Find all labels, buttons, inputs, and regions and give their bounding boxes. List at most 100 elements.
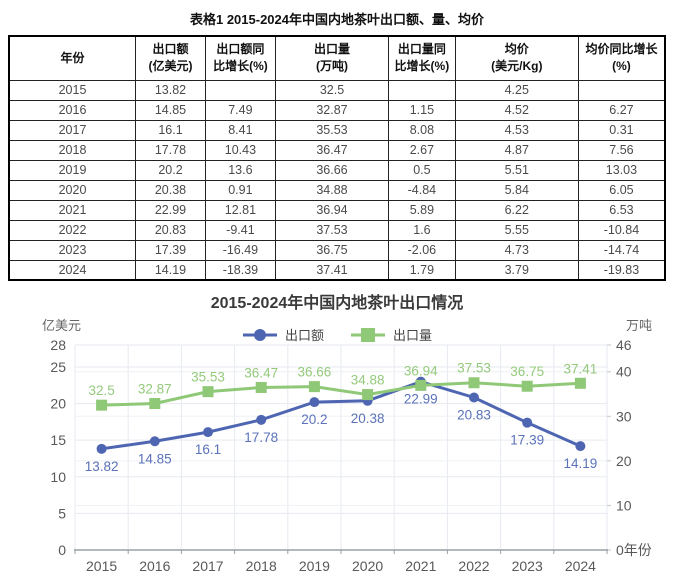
chart-title: 2015-2024年中国内地茶叶出口情况 — [210, 295, 464, 313]
table-row: 2019 20.2 13.6 36.66 0.5 5.51 13.03 — [8, 159, 666, 181]
table-cell: 2016 — [8, 99, 137, 121]
data-point — [149, 398, 161, 410]
legend-item-export-value[interactable]: 出口额 — [242, 325, 324, 344]
table-cell: 16.1 — [135, 119, 206, 141]
data-point — [203, 427, 213, 438]
x-axis-year-label: 2022 — [458, 558, 489, 574]
left-axis-tick-label: 5 — [58, 506, 66, 522]
table-cell: 37.53 — [274, 219, 390, 241]
table-cell: 0.31 — [577, 119, 666, 141]
header-cell: 均价同比增长 (%) — [577, 35, 666, 81]
table-cell: -9.41 — [204, 219, 276, 241]
table-cell: 35.53 — [274, 119, 390, 141]
table-cell: 5.89 — [388, 199, 456, 221]
table-row: 2023 17.39 -16.49 36.75 -2.06 4.73 -14.74 — [8, 239, 666, 261]
table-row: 2020 20.38 0.91 34.88 -4.84 5.84 6.05 — [8, 179, 666, 201]
table-cell: 36.66 — [274, 159, 390, 181]
table-cell: 0.91 — [204, 179, 276, 201]
data-label: 36.94 — [404, 364, 438, 379]
table-row: 2022 20.83 -9.41 37.53 1.6 5.55 -10.84 — [8, 219, 666, 241]
data-label: 20.83 — [457, 408, 491, 423]
x-axis-year-label: 2017 — [192, 558, 223, 574]
table-row: 2024 14.19 -18.39 37.41 1.79 3.79 -19.83 — [8, 259, 666, 281]
table-cell: 4.52 — [454, 99, 579, 121]
table-row: 2018 17.78 10.43 36.47 2.67 4.87 7.56 — [8, 139, 666, 161]
data-label: 32.5 — [88, 383, 114, 398]
header-cell: 均价 (美元/Kg) — [454, 35, 579, 81]
table-cell: 2.67 — [388, 139, 456, 161]
table-cell: 2019 — [8, 159, 137, 181]
left-axis-tick-label: 25 — [50, 359, 66, 375]
table-cell: 14.19 — [135, 259, 206, 281]
data-point — [308, 381, 320, 393]
right-axis-tick-label: 0年份 — [616, 542, 652, 558]
table-cell: 1.79 — [388, 259, 456, 281]
data-label: 37.41 — [564, 362, 598, 377]
table-cell: 7.56 — [577, 139, 666, 161]
table-cell: 36.94 — [274, 199, 390, 221]
table-cell: 12.81 — [204, 199, 276, 221]
legend-label: 出口量 — [393, 328, 433, 344]
table-cell: -14.74 — [577, 239, 666, 261]
data-point — [256, 415, 267, 426]
table-cell: 4.53 — [454, 119, 579, 141]
data-label: 20.2 — [301, 412, 327, 427]
table-cell: -4.84 — [388, 179, 456, 201]
data-label: 34.88 — [351, 373, 385, 388]
table-cell: -10.84 — [577, 219, 666, 241]
data-point — [469, 392, 479, 403]
data-label: 35.53 — [191, 370, 225, 385]
left-axis-unit-label: 亿美元 — [42, 318, 82, 334]
table-cell: -2.06 — [388, 239, 456, 261]
legend-label: 出口额 — [284, 328, 324, 344]
table-cell: 32.5 — [274, 79, 390, 101]
header-cell: 出口量 (万吨) — [274, 35, 390, 81]
table-cell: 2018 — [8, 139, 137, 161]
table-cell: 4.73 — [454, 239, 579, 261]
data-label: 16.1 — [195, 442, 221, 457]
table-cell: 34.88 — [274, 179, 390, 201]
table-cell: 17.78 — [135, 139, 206, 161]
table-cell: 2022 — [8, 219, 137, 241]
data-label: 14.85 — [138, 452, 172, 467]
data-point — [415, 380, 427, 392]
table-header: 年份 出口额 (亿美元) 出口额同 比增长(%) 出口量 (万吨) 出口量同 比增长(%… — [8, 35, 666, 81]
square-line-marker-icon — [351, 327, 385, 342]
data-label: 17.78 — [244, 430, 278, 445]
data-label: 22.99 — [404, 392, 438, 407]
table-cell: 13.03 — [577, 159, 666, 181]
left-axis-tick-label: 28 — [50, 337, 66, 353]
table-cell: -19.83 — [577, 259, 666, 281]
table-cell: 2021 — [8, 199, 137, 221]
table-row: 2021 22.99 12.81 36.94 5.89 6.22 6.53 — [8, 199, 666, 221]
header-cell: 年份 — [8, 35, 137, 81]
table-cell: 4.25 — [454, 79, 579, 101]
table-row: 2017 16.1 8.41 35.53 8.08 4.53 0.31 — [8, 119, 666, 141]
table-cell — [388, 79, 456, 101]
table-cell: 2023 — [8, 239, 137, 261]
table-cell: 1.15 — [388, 99, 456, 121]
table-cell: 4.87 — [454, 139, 579, 161]
table-cell: 20.38 — [135, 179, 206, 201]
right-axis-unit-label: 万吨 — [625, 318, 652, 334]
x-axis-year-label: 2020 — [352, 558, 383, 574]
table-cell: 6.05 — [577, 179, 666, 201]
table-cell: 32.87 — [274, 99, 390, 121]
table-cell: 6.27 — [577, 99, 666, 121]
table-cell: 1.6 — [388, 219, 456, 241]
table-cell: 7.49 — [204, 99, 276, 121]
data-point — [522, 417, 533, 428]
data-point — [309, 397, 320, 408]
header-row: 年份 出口额 (亿美元) 出口额同 比增长(%) 出口量 (万吨) 出口量同 比增长(%… — [8, 35, 666, 81]
table-row: 2016 14.85 7.49 32.87 1.15 4.52 6.27 — [8, 99, 666, 121]
table-cell: 0.5 — [388, 159, 456, 181]
data-label: 36.47 — [244, 366, 278, 381]
right-axis-tick-label: 40 — [616, 364, 632, 380]
data-label: 13.82 — [85, 459, 119, 474]
table-cell: 20.83 — [135, 219, 206, 241]
legend-item-export-volume[interactable]: 出口量 — [350, 325, 432, 344]
x-axis-year-label: 2016 — [139, 558, 170, 574]
left-axis-tick-label: 10 — [50, 469, 66, 485]
right-axis-tick-label: 46 — [616, 337, 632, 353]
table-body: 2015 13.82 32.5 4.25 2016 14.85 7.49 32.87 1.15 4… — [8, 79, 666, 281]
